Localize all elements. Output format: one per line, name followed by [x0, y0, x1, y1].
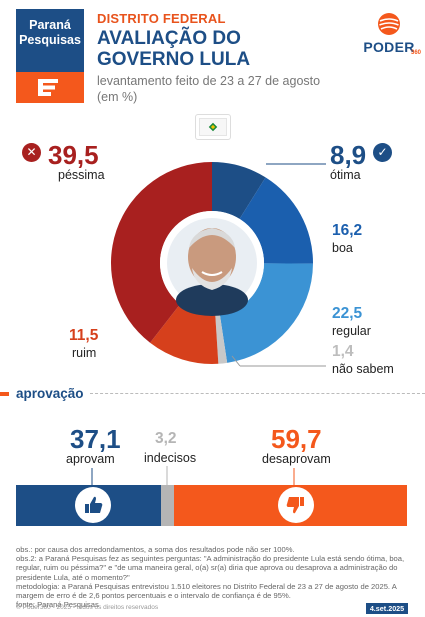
indecisos-segment [161, 485, 174, 526]
ruim-label: ruim [72, 346, 97, 360]
desaprovam-label: desaprovam [262, 452, 331, 466]
section-divider [90, 393, 425, 394]
close-icon: ✕ [22, 143, 41, 162]
slice-otima [212, 162, 266, 219]
brand-name: Paraná Pesquisas [16, 9, 84, 72]
outlet-logo: PODER [360, 11, 418, 55]
brand-p-icon [38, 79, 58, 96]
otima-label: ótima [330, 168, 361, 182]
thumbs-up-icon [75, 487, 111, 523]
brand-logo-mark [16, 72, 84, 103]
president-photo [160, 211, 264, 316]
desaprovam-segment [173, 485, 407, 526]
slice-regular [219, 263, 313, 363]
notes: obs.: por causa dos arredondamentos, a s… [16, 545, 411, 609]
df-flag [195, 114, 231, 140]
page-subtitle: levantamento feito de 23 a 27 de agosto … [97, 74, 321, 104]
region-label: DISTRITO FEDERAL [97, 11, 226, 26]
section-dash [0, 392, 9, 396]
regular-label: regular [332, 324, 371, 338]
note-2: obs.2: a Paraná Pesquisas fez as seguint… [16, 554, 405, 582]
note-source: fonte: Paraná Pesquisas [16, 600, 99, 610]
ruim-value: 11,5 [69, 327, 99, 344]
approval-section-header: aprovação [0, 385, 425, 403]
slice-pessima [110, 162, 212, 343]
aprovam-label: aprovam [66, 452, 115, 466]
boa-value: 16,2 [332, 222, 363, 239]
date-badge: 4.set.2025 [366, 603, 408, 614]
otima-value: 8,9 [330, 140, 367, 170]
indecisos-value: 3,2 [155, 430, 177, 447]
boa-label: boa [332, 241, 353, 255]
slice-nao-sabem [215, 314, 228, 364]
thumbs-down-icon [277, 487, 314, 523]
note-methodology: metodologia: a Paraná Pesquisas entrevis… [16, 581, 397, 601]
pessima-value: 39,5 [48, 140, 99, 170]
nao-sabem-value: 1,4 [332, 343, 354, 360]
indecisos-label: indecisos [144, 451, 197, 465]
nao-sabem-connector [231, 355, 241, 367]
section-title: aprovação [16, 386, 84, 401]
approval-bar [16, 485, 407, 526]
outlet-number: 360 [410, 50, 421, 56]
page-title: AVALIAÇÃO DO GOVERNO LULA [97, 28, 251, 70]
regular-value: 22,5 [332, 305, 363, 322]
desaprovam-value: 59,7 [271, 424, 322, 454]
copyright: © Poder360 - 2025 - todos os direitos re… [16, 604, 159, 611]
outlet-name: PODER [363, 39, 415, 55]
flag-icon [199, 118, 227, 136]
note-1: obs.: por causa dos arredondamentos, a s… [16, 545, 295, 554]
nao-sabem-label: não sabem [332, 362, 394, 376]
pessima-label: péssima [58, 168, 105, 182]
slice-ruim [150, 304, 219, 364]
check-icon: ✓ [373, 143, 392, 162]
aprovam-value: 37,1 [70, 424, 121, 454]
sun-icon [378, 13, 400, 35]
aprovam-segment [16, 485, 162, 526]
brand-logo: Paraná Pesquisas [16, 9, 84, 103]
slice-boa [239, 177, 314, 264]
